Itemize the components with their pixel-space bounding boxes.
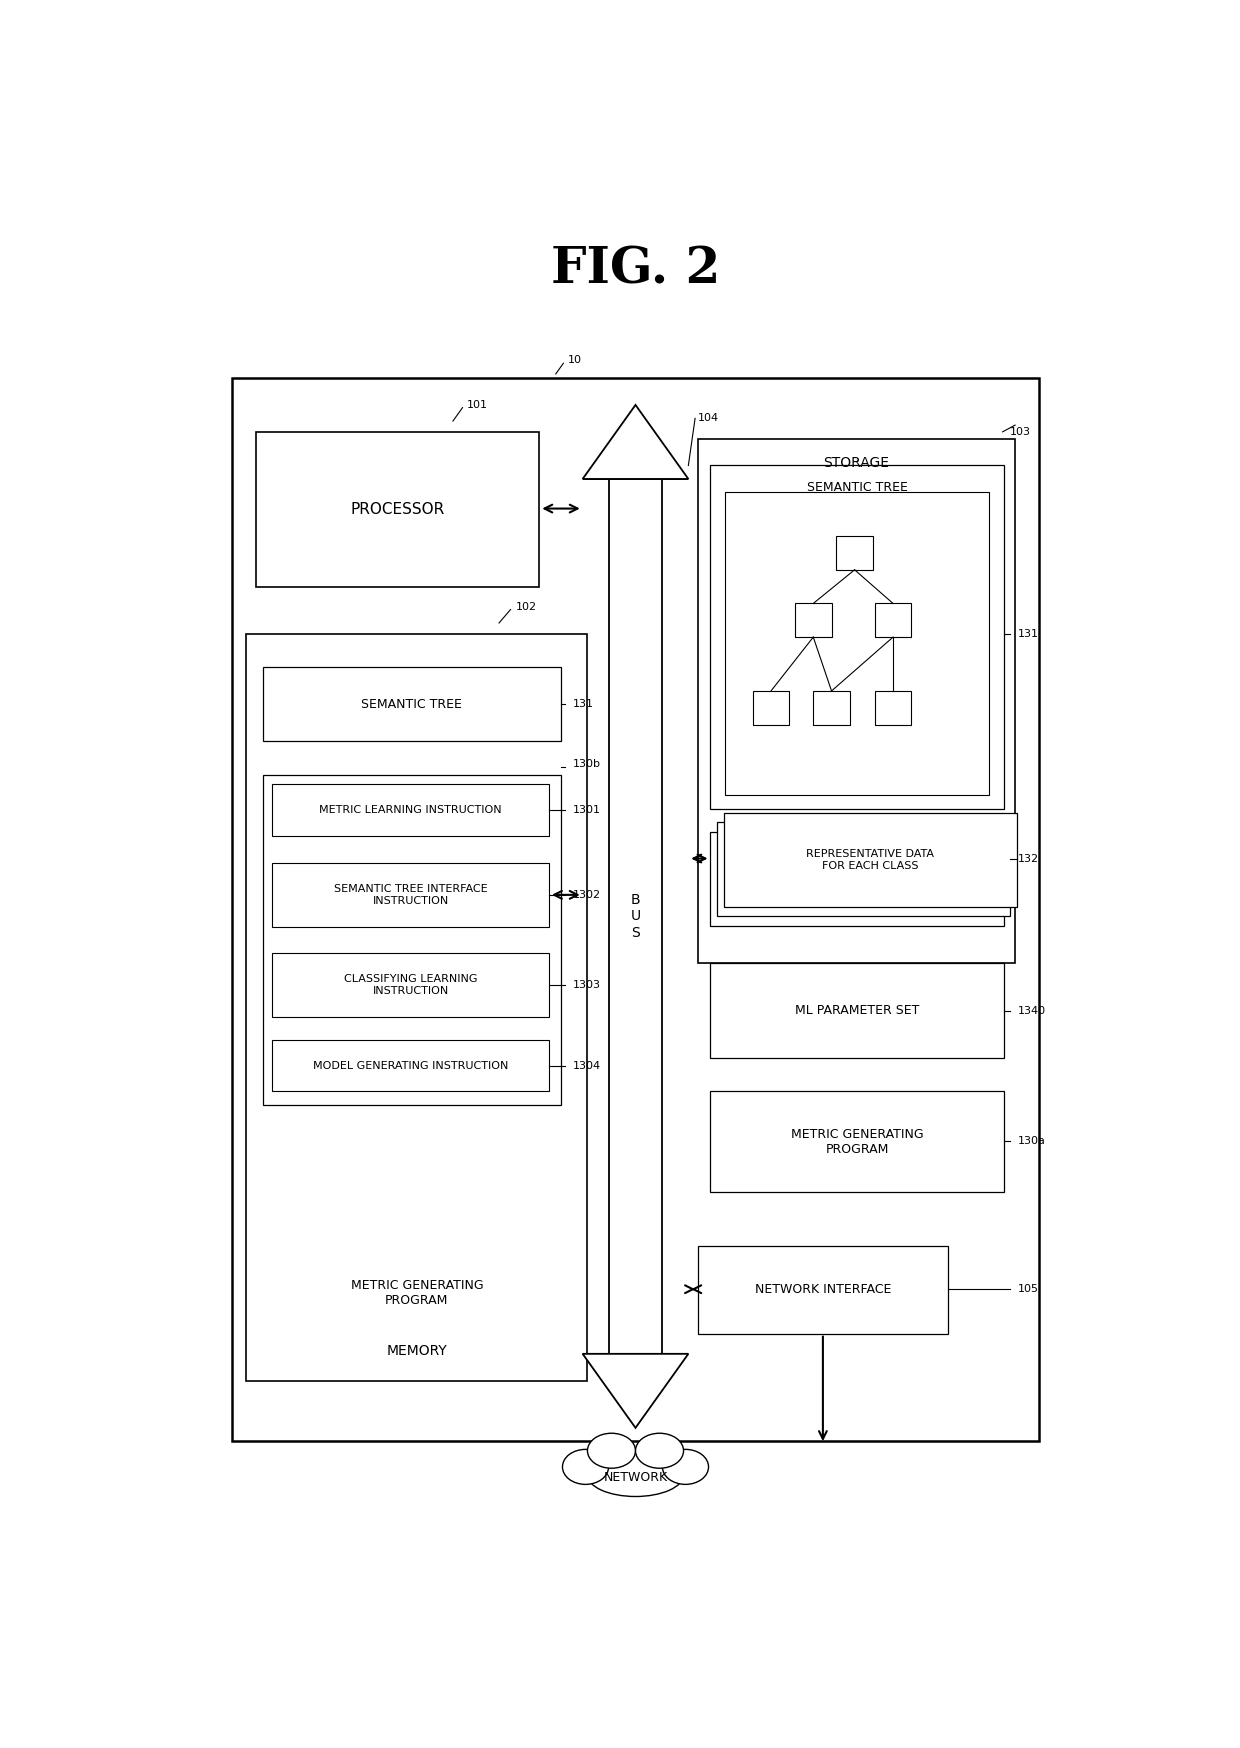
Bar xyxy=(263,774,560,1105)
Text: 10: 10 xyxy=(568,355,583,365)
Bar xyxy=(711,963,1003,1058)
Text: 131: 131 xyxy=(1018,629,1039,638)
Bar xyxy=(273,862,549,926)
Text: B
U
S: B U S xyxy=(630,893,641,940)
Text: 131: 131 xyxy=(573,699,594,708)
Text: FIG. 2: FIG. 2 xyxy=(551,246,720,295)
Text: CLASSIFYING LEARNING
INSTRUCTION: CLASSIFYING LEARNING INSTRUCTION xyxy=(343,974,477,996)
Ellipse shape xyxy=(662,1449,708,1484)
Text: PROCESSOR: PROCESSOR xyxy=(351,502,445,517)
Text: 103: 103 xyxy=(1011,427,1032,437)
Text: 101: 101 xyxy=(467,400,489,411)
Text: MODEL GENERATING INSTRUCTION: MODEL GENERATING INSTRUCTION xyxy=(312,1061,508,1072)
Text: SEMANTIC TREE: SEMANTIC TREE xyxy=(806,481,908,493)
Bar xyxy=(836,537,873,570)
Text: 104: 104 xyxy=(698,413,719,423)
Bar xyxy=(698,1246,947,1334)
Bar xyxy=(273,1040,549,1091)
Bar xyxy=(698,439,1016,963)
Text: 1340: 1340 xyxy=(1018,1005,1047,1016)
Text: 1304: 1304 xyxy=(573,1061,601,1072)
Bar xyxy=(753,690,789,725)
Ellipse shape xyxy=(636,1433,683,1468)
Polygon shape xyxy=(583,406,688,479)
Text: 1301: 1301 xyxy=(573,806,601,815)
Text: 102: 102 xyxy=(516,603,537,612)
Text: SEMANTIC TREE: SEMANTIC TREE xyxy=(361,697,463,711)
Bar xyxy=(247,635,588,1381)
Text: ML PARAMETER SET: ML PARAMETER SET xyxy=(795,1003,919,1017)
Text: METRIC GENERATING
PROGRAM: METRIC GENERATING PROGRAM xyxy=(351,1280,484,1308)
Bar xyxy=(874,603,911,636)
Bar xyxy=(813,690,849,725)
Text: MEMORY: MEMORY xyxy=(387,1344,448,1358)
Text: 1303: 1303 xyxy=(573,981,601,989)
Bar xyxy=(711,832,1003,926)
Text: REPRESENTATIVE DATA
FOR EACH CLASS: REPRESENTATIVE DATA FOR EACH CLASS xyxy=(806,850,935,871)
Bar xyxy=(255,432,539,587)
Bar xyxy=(273,785,549,836)
Bar xyxy=(725,493,990,795)
Text: 105: 105 xyxy=(1018,1285,1039,1294)
Ellipse shape xyxy=(563,1449,609,1484)
Polygon shape xyxy=(583,1353,688,1428)
Text: METRIC GENERATING
PROGRAM: METRIC GENERATING PROGRAM xyxy=(791,1127,924,1155)
Ellipse shape xyxy=(588,1453,683,1496)
Text: SEMANTIC TREE INTERFACE
INSTRUCTION: SEMANTIC TREE INTERFACE INSTRUCTION xyxy=(334,884,487,905)
Bar xyxy=(795,603,832,636)
Bar xyxy=(711,465,1003,809)
Bar xyxy=(232,378,1039,1442)
Text: NETWORK: NETWORK xyxy=(604,1472,667,1484)
Bar xyxy=(724,813,1017,907)
Ellipse shape xyxy=(588,1433,635,1468)
Bar xyxy=(263,668,560,741)
Text: METRIC LEARNING INSTRUCTION: METRIC LEARNING INSTRUCTION xyxy=(320,806,502,815)
Text: STORAGE: STORAGE xyxy=(823,456,889,470)
Text: 132: 132 xyxy=(1018,853,1039,864)
Bar xyxy=(717,822,1011,916)
Bar xyxy=(874,690,911,725)
Text: 130b: 130b xyxy=(573,759,601,769)
Text: 130a: 130a xyxy=(1018,1136,1045,1147)
Text: NETWORK INTERFACE: NETWORK INTERFACE xyxy=(755,1283,892,1297)
Polygon shape xyxy=(583,479,688,1353)
Bar xyxy=(711,1091,1003,1192)
Bar xyxy=(273,953,549,1017)
Text: 1302: 1302 xyxy=(573,890,601,900)
